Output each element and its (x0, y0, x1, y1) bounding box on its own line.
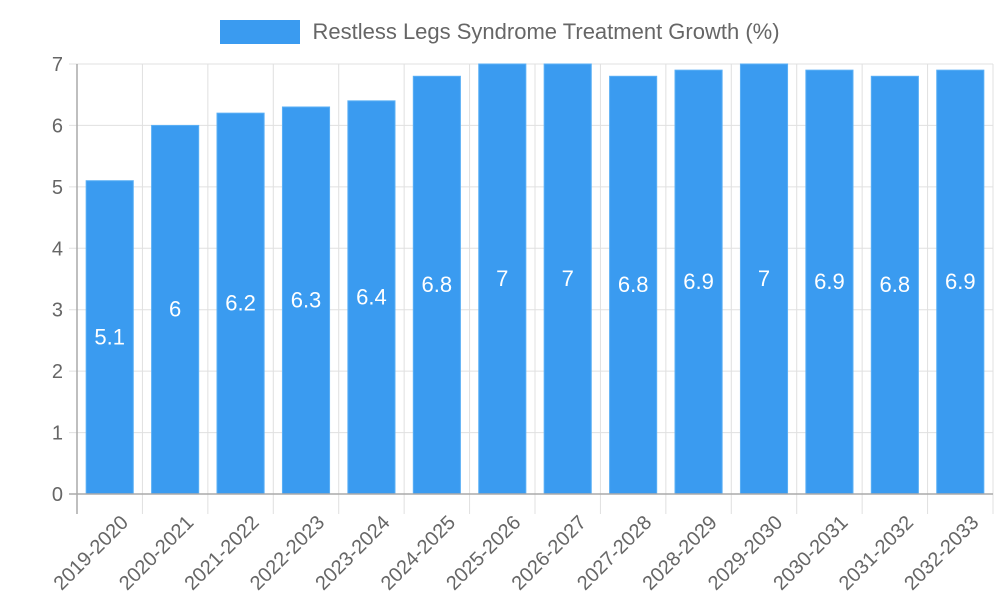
axes (69, 64, 993, 514)
y-tick-label: 2 (52, 361, 63, 383)
bar-value-label: 6.8 (880, 272, 911, 297)
bar-value-label: 7 (496, 266, 508, 291)
bar-value-label: 6.8 (618, 272, 649, 297)
x-axis-ticks: 2019-20202020-20212021-20222022-20232023… (50, 512, 984, 595)
bar[interactable] (805, 69, 854, 495)
y-axis-ticks: 0 1 2 3 4 5 6 7 (52, 54, 63, 506)
y-tick-label: 6 (52, 115, 63, 137)
chart-legend[interactable]: Restless Legs Syndrome Treatment Growth … (0, 18, 1000, 46)
bar-value-label: 6.9 (683, 269, 714, 294)
bar-value-label: 7 (758, 266, 770, 291)
bar-value-label: 6.3 (291, 288, 322, 313)
bar-value-label: 6.8 (422, 272, 453, 297)
bar[interactable] (870, 75, 919, 495)
bar[interactable] (216, 112, 265, 495)
bar-value-label: 7 (562, 266, 574, 291)
bars (85, 63, 985, 495)
grid-lines (69, 63, 994, 514)
legend-label: Restless Legs Syndrome Treatment Growth … (312, 19, 780, 44)
legend-swatch (220, 20, 301, 44)
bar[interactable] (543, 63, 592, 495)
bar-value-label: 6.9 (945, 269, 976, 294)
y-tick-label: 7 (52, 54, 63, 76)
bar-value-label: 6.2 (225, 291, 256, 316)
y-tick-label: 5 (52, 177, 63, 199)
bar[interactable] (674, 69, 723, 495)
bar[interactable] (936, 69, 985, 495)
bar[interactable] (412, 75, 461, 495)
bar[interactable] (739, 63, 789, 495)
bar-value-label: 6 (169, 297, 181, 322)
bar[interactable] (281, 106, 331, 495)
bar-value-label: 6.4 (356, 284, 387, 309)
y-tick-label: 4 (52, 238, 63, 260)
bar-value-label: 6.9 (814, 269, 845, 294)
y-tick-label: 1 (52, 423, 63, 445)
bar[interactable] (478, 63, 527, 495)
bar[interactable] (609, 75, 658, 495)
bar[interactable] (85, 180, 134, 495)
y-tick-label: 3 (52, 300, 63, 322)
data-labels: 5.1 6 6.2 6.3 6.4 6.8 7 7 6.8 6.9 7 6.9 6.8 6.9 (94, 266, 975, 349)
y-tick-label: 0 (52, 484, 63, 506)
bar[interactable] (151, 124, 200, 495)
bar-value-label: 5.1 (94, 324, 125, 349)
